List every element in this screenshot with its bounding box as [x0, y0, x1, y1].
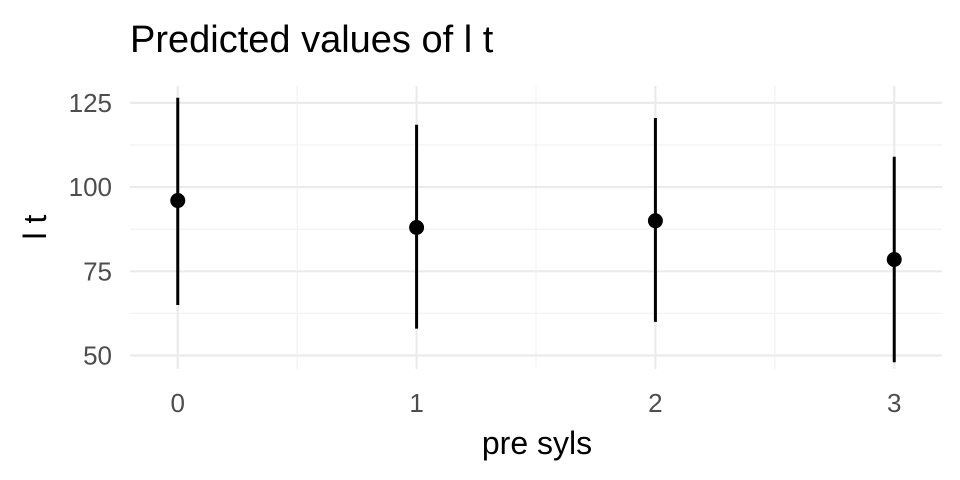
x-tick-label: 1 — [409, 388, 423, 418]
grid — [130, 86, 942, 369]
y-tick-label: 75 — [83, 256, 112, 286]
data-point — [170, 193, 186, 209]
x-axis-title: pre syls — [482, 425, 592, 461]
chart-title: Predicted values of l t — [130, 19, 494, 61]
x-tick-label: 0 — [171, 388, 185, 418]
y-tick-label: 50 — [83, 341, 112, 371]
x-tick-label: 3 — [887, 388, 901, 418]
y-tick-label: 100 — [69, 172, 112, 202]
x-axis-ticks: 0 1 2 3 — [171, 388, 902, 418]
data-point — [647, 213, 663, 229]
data-points — [170, 193, 902, 268]
x-tick-label: 2 — [648, 388, 662, 418]
y-axis-ticks: 50 75 100 125 — [69, 88, 112, 371]
data-point — [886, 252, 902, 268]
data-point — [409, 220, 425, 235]
y-axis-title: l t — [17, 214, 53, 239]
y-tick-label: 125 — [69, 88, 112, 118]
